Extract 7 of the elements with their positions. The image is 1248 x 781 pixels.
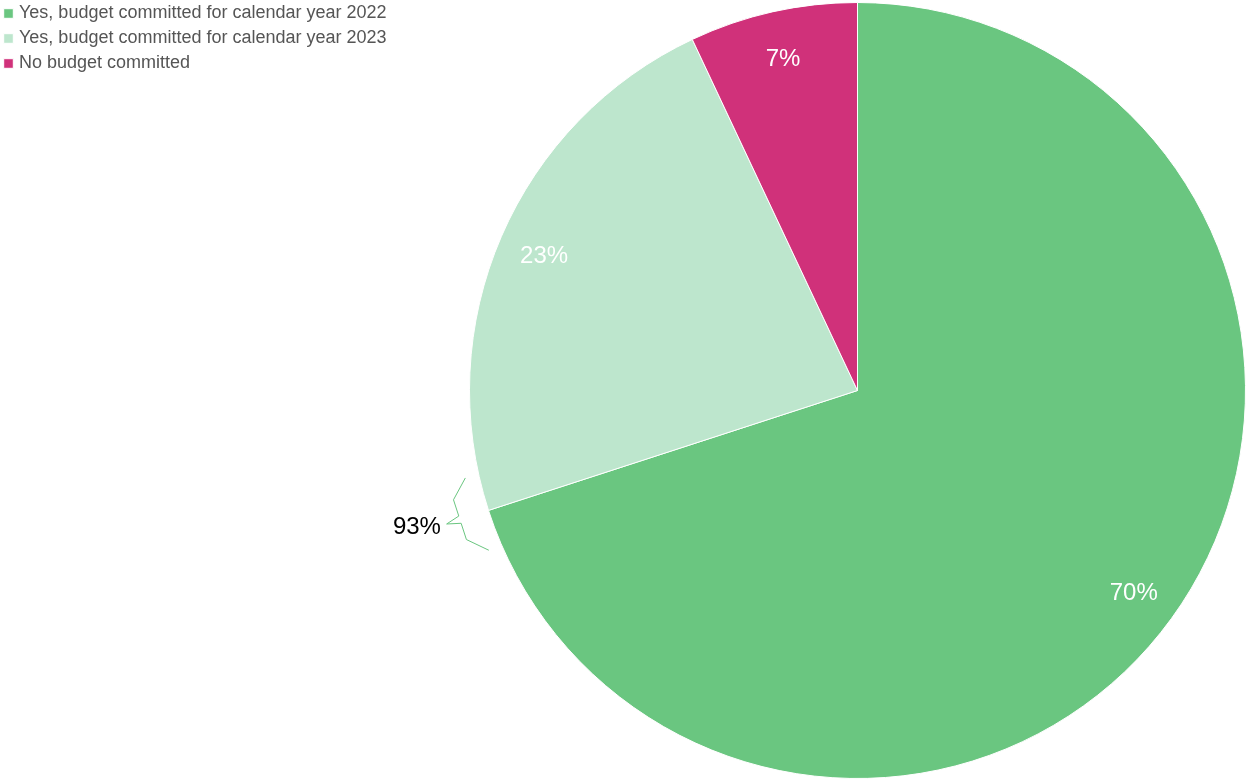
data-label: 23%: [520, 241, 569, 269]
data-label: 7%: [765, 43, 801, 71]
legend-label: Yes, budget committed for calendar year 2022: [19, 2, 387, 23]
legend-label: Yes, budget committed for calendar year 2023: [19, 27, 387, 48]
text: 93%: [392, 512, 441, 540]
data-label: 70%: [1109, 577, 1158, 605]
legend-label: No budget committed: [19, 52, 191, 73]
